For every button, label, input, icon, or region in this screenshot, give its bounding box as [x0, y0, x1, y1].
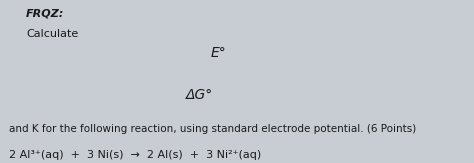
- Text: 2 Al³⁺(aq)  +  3 Ni(s)  →  2 Al(s)  +  3 Ni²⁺(aq): 2 Al³⁺(aq) + 3 Ni(s) → 2 Al(s) + 3 Ni²⁺(…: [9, 150, 262, 160]
- Text: E°: E°: [210, 46, 226, 60]
- Text: Calculate: Calculate: [26, 29, 78, 39]
- Text: and K for the following reaction, using standard electrode potential. (6 Points): and K for the following reaction, using …: [9, 124, 417, 134]
- Text: FRQZ:: FRQZ:: [26, 8, 64, 18]
- Text: ΔG°: ΔG°: [185, 88, 213, 102]
